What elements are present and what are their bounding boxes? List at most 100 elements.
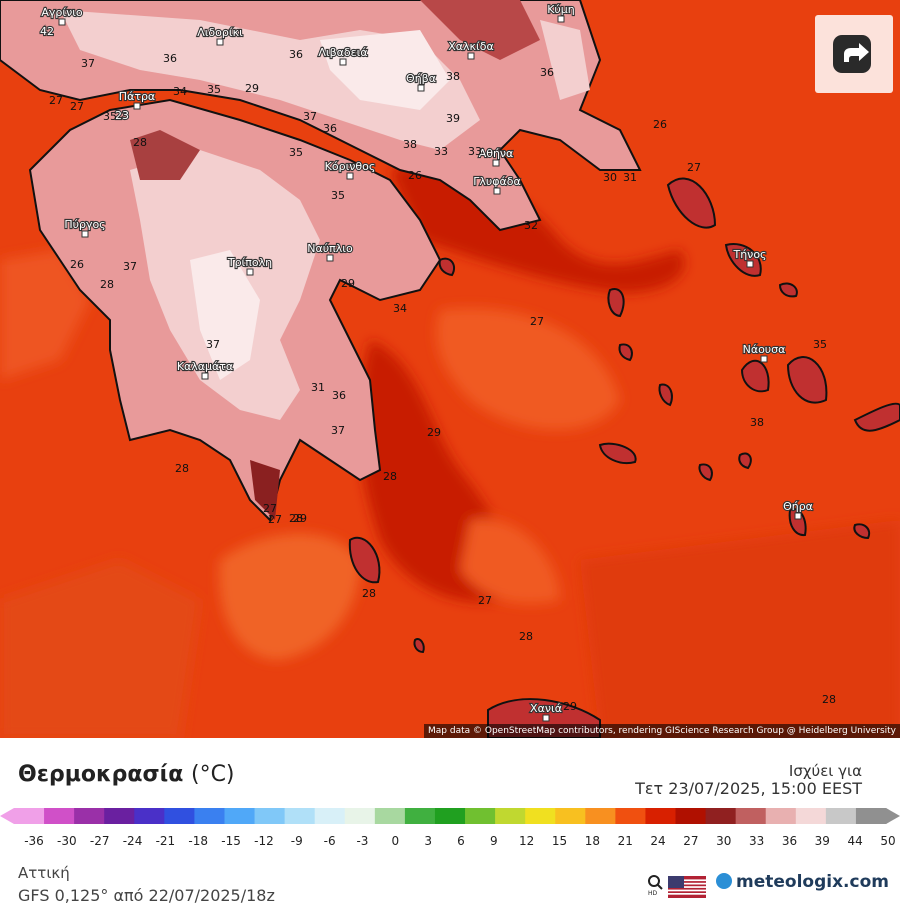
city-marker: Πάτρα 23: [114, 89, 156, 123]
scale-tick-label: 39: [814, 834, 830, 848]
scale-segment: [615, 808, 646, 824]
city-marker: Κόρινθος: [324, 159, 376, 180]
legend-title: Θερμοκρασία (°C): [18, 762, 235, 787]
brand-link[interactable]: meteologix.com: [716, 872, 889, 892]
city-name: Λιβαδειά: [318, 46, 367, 59]
isotherm-label: 33: [468, 145, 482, 158]
legend-unit: (°C): [190, 762, 235, 787]
city-name: Αθήνα: [479, 147, 514, 160]
scale-segment: [14, 808, 45, 824]
isotherm-label: 34: [393, 302, 407, 315]
scale-segment: [254, 808, 286, 824]
city-name: Τήνος: [732, 248, 766, 261]
scale-tick-label: -15: [221, 834, 241, 848]
city-marker: Πύργος: [63, 217, 107, 238]
city-square-icon: [58, 18, 66, 26]
city-marker: Λιδορίκι: [196, 25, 244, 46]
city-marker: Αθήνα: [478, 146, 514, 167]
isotherm-label: 27: [263, 502, 277, 515]
scale-arrow-high: [886, 808, 900, 824]
scale-tick-label: 0: [391, 834, 400, 848]
city-square-icon: [794, 512, 802, 520]
isotherm-label: 27: [478, 594, 492, 607]
isotherm-label: 35: [289, 146, 303, 159]
city-square-icon: [246, 268, 254, 276]
city-square-icon: [492, 159, 500, 167]
isotherm-label: 26: [70, 258, 84, 271]
city-name: Λιδορίκι: [197, 26, 243, 39]
scale-tick-label: -18: [188, 834, 209, 848]
city-marker: Τήνος: [731, 247, 768, 268]
valid-for-label: Ισχύει για: [788, 762, 862, 780]
isotherm-label: 28: [175, 462, 189, 475]
isotherm-label: 36: [540, 66, 554, 79]
isotherm-label: 28: [289, 512, 303, 525]
scale-segment: [404, 808, 436, 824]
isotherm-label: 37: [303, 110, 317, 123]
scale-tick-label: -30: [57, 834, 77, 848]
scale-tick-label: -24: [122, 834, 143, 848]
scale-tick-label: -21: [155, 834, 176, 848]
isotherm-label: 27: [268, 513, 282, 526]
scale-tick-label: 33: [748, 834, 765, 848]
city-markers: Αγρίνιο 42 Λιδορίκι Λιβαδειά Χαλκίδα Κύμη Θήβα…: [39, 2, 814, 722]
us-flag-icon[interactable]: [668, 876, 706, 898]
isotherm-label: 27: [530, 315, 544, 328]
isotherm-label: 36: [323, 122, 337, 135]
city-name: Γλυφάδα: [473, 175, 521, 188]
city-square-icon: [467, 52, 475, 60]
share-button[interactable]: [815, 15, 893, 93]
central-greece-landmass: [0, 0, 642, 232]
city-temperature: 23: [115, 109, 129, 122]
isotherm-label: 31: [311, 381, 325, 394]
city-marker: Αγρίνιο 42: [39, 5, 84, 39]
city-name: Αγρίνιο: [41, 6, 83, 19]
isotherm-label: 36: [289, 48, 303, 61]
isotherm-label: 29: [245, 82, 259, 95]
isotherm-label: 28: [362, 587, 376, 600]
city-marker: Ναύπλιο: [306, 241, 354, 262]
region-name: Αττική: [18, 864, 70, 882]
isotherm-label: 28: [519, 630, 533, 643]
scale-tick-label: 12: [519, 834, 535, 848]
scale-segment: [344, 808, 376, 824]
scale-segment: [855, 808, 887, 824]
city-square-icon: [326, 254, 334, 262]
isotherm-label: 27: [70, 100, 84, 113]
city-name: Χανιά: [530, 702, 562, 715]
scale-segment: [134, 808, 165, 824]
hd-zoom-icon[interactable]: HD: [646, 874, 664, 896]
city-name: Πύργος: [64, 218, 105, 231]
city-square-icon: [346, 172, 354, 180]
scale-segment: [44, 808, 75, 824]
scale-tick-label: 9: [490, 834, 498, 848]
scale-tick-label: 36: [781, 834, 798, 848]
city-marker: Νάουσα: [742, 342, 786, 363]
isotherm-label: 28: [822, 693, 836, 706]
brand-text: meteologix.com: [736, 872, 889, 892]
scale-segment: [284, 808, 316, 824]
isotherm-label: 33: [434, 145, 448, 158]
legend-panel: Θερμοκρασία (°C) Ισχύει για Τετ 23/07/20…: [0, 738, 900, 907]
city-marker: Γλυφάδα: [472, 174, 522, 195]
isotherm-label: 37: [206, 338, 220, 351]
scale-segment: [465, 808, 496, 824]
city-square-icon: [201, 372, 209, 380]
share-icon: [833, 35, 871, 73]
city-name: Κόρινθος: [325, 160, 376, 173]
isotherm-label: 36: [332, 389, 346, 402]
city-marker: Θήβα: [405, 71, 437, 92]
scale-segment: [645, 808, 677, 824]
city-marker: Λιβαδειά: [317, 45, 369, 66]
city-name: Χαλκίδα: [448, 40, 493, 53]
scale-segment: [104, 808, 135, 824]
city-square-icon: [493, 187, 501, 195]
isotherm-label: 26: [408, 169, 422, 182]
temperature-map[interactable]: Αγρίνιο 42 Λιδορίκι Λιβαδειά Χαλκίδα Κύμη Θήβα…: [0, 0, 900, 738]
map-attribution[interactable]: Map data © OpenStreetMap contributors, r…: [424, 724, 900, 738]
city-marker: Κύμη: [546, 2, 576, 23]
scale-tick-label: -9: [290, 834, 303, 848]
scale-segment: [795, 808, 827, 824]
city-square-icon: [81, 230, 89, 238]
scale-tick-label: 30: [716, 834, 732, 848]
